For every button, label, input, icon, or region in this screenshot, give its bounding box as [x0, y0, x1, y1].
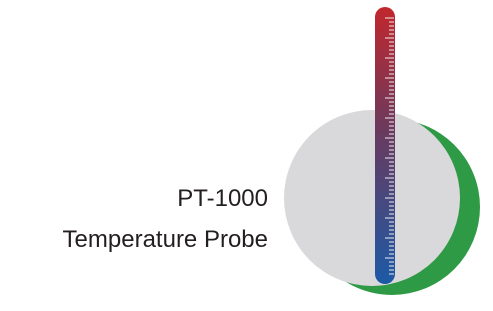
label-line-2: Temperature Probe: [63, 226, 268, 253]
page: PT-1000 Temperature Probe (() => { const…: [0, 0, 493, 311]
circle-background: [284, 110, 460, 286]
probe-illustration: PT-1000 Temperature Probe: [0, 0, 493, 311]
label-line-1: PT-1000: [177, 185, 268, 212]
